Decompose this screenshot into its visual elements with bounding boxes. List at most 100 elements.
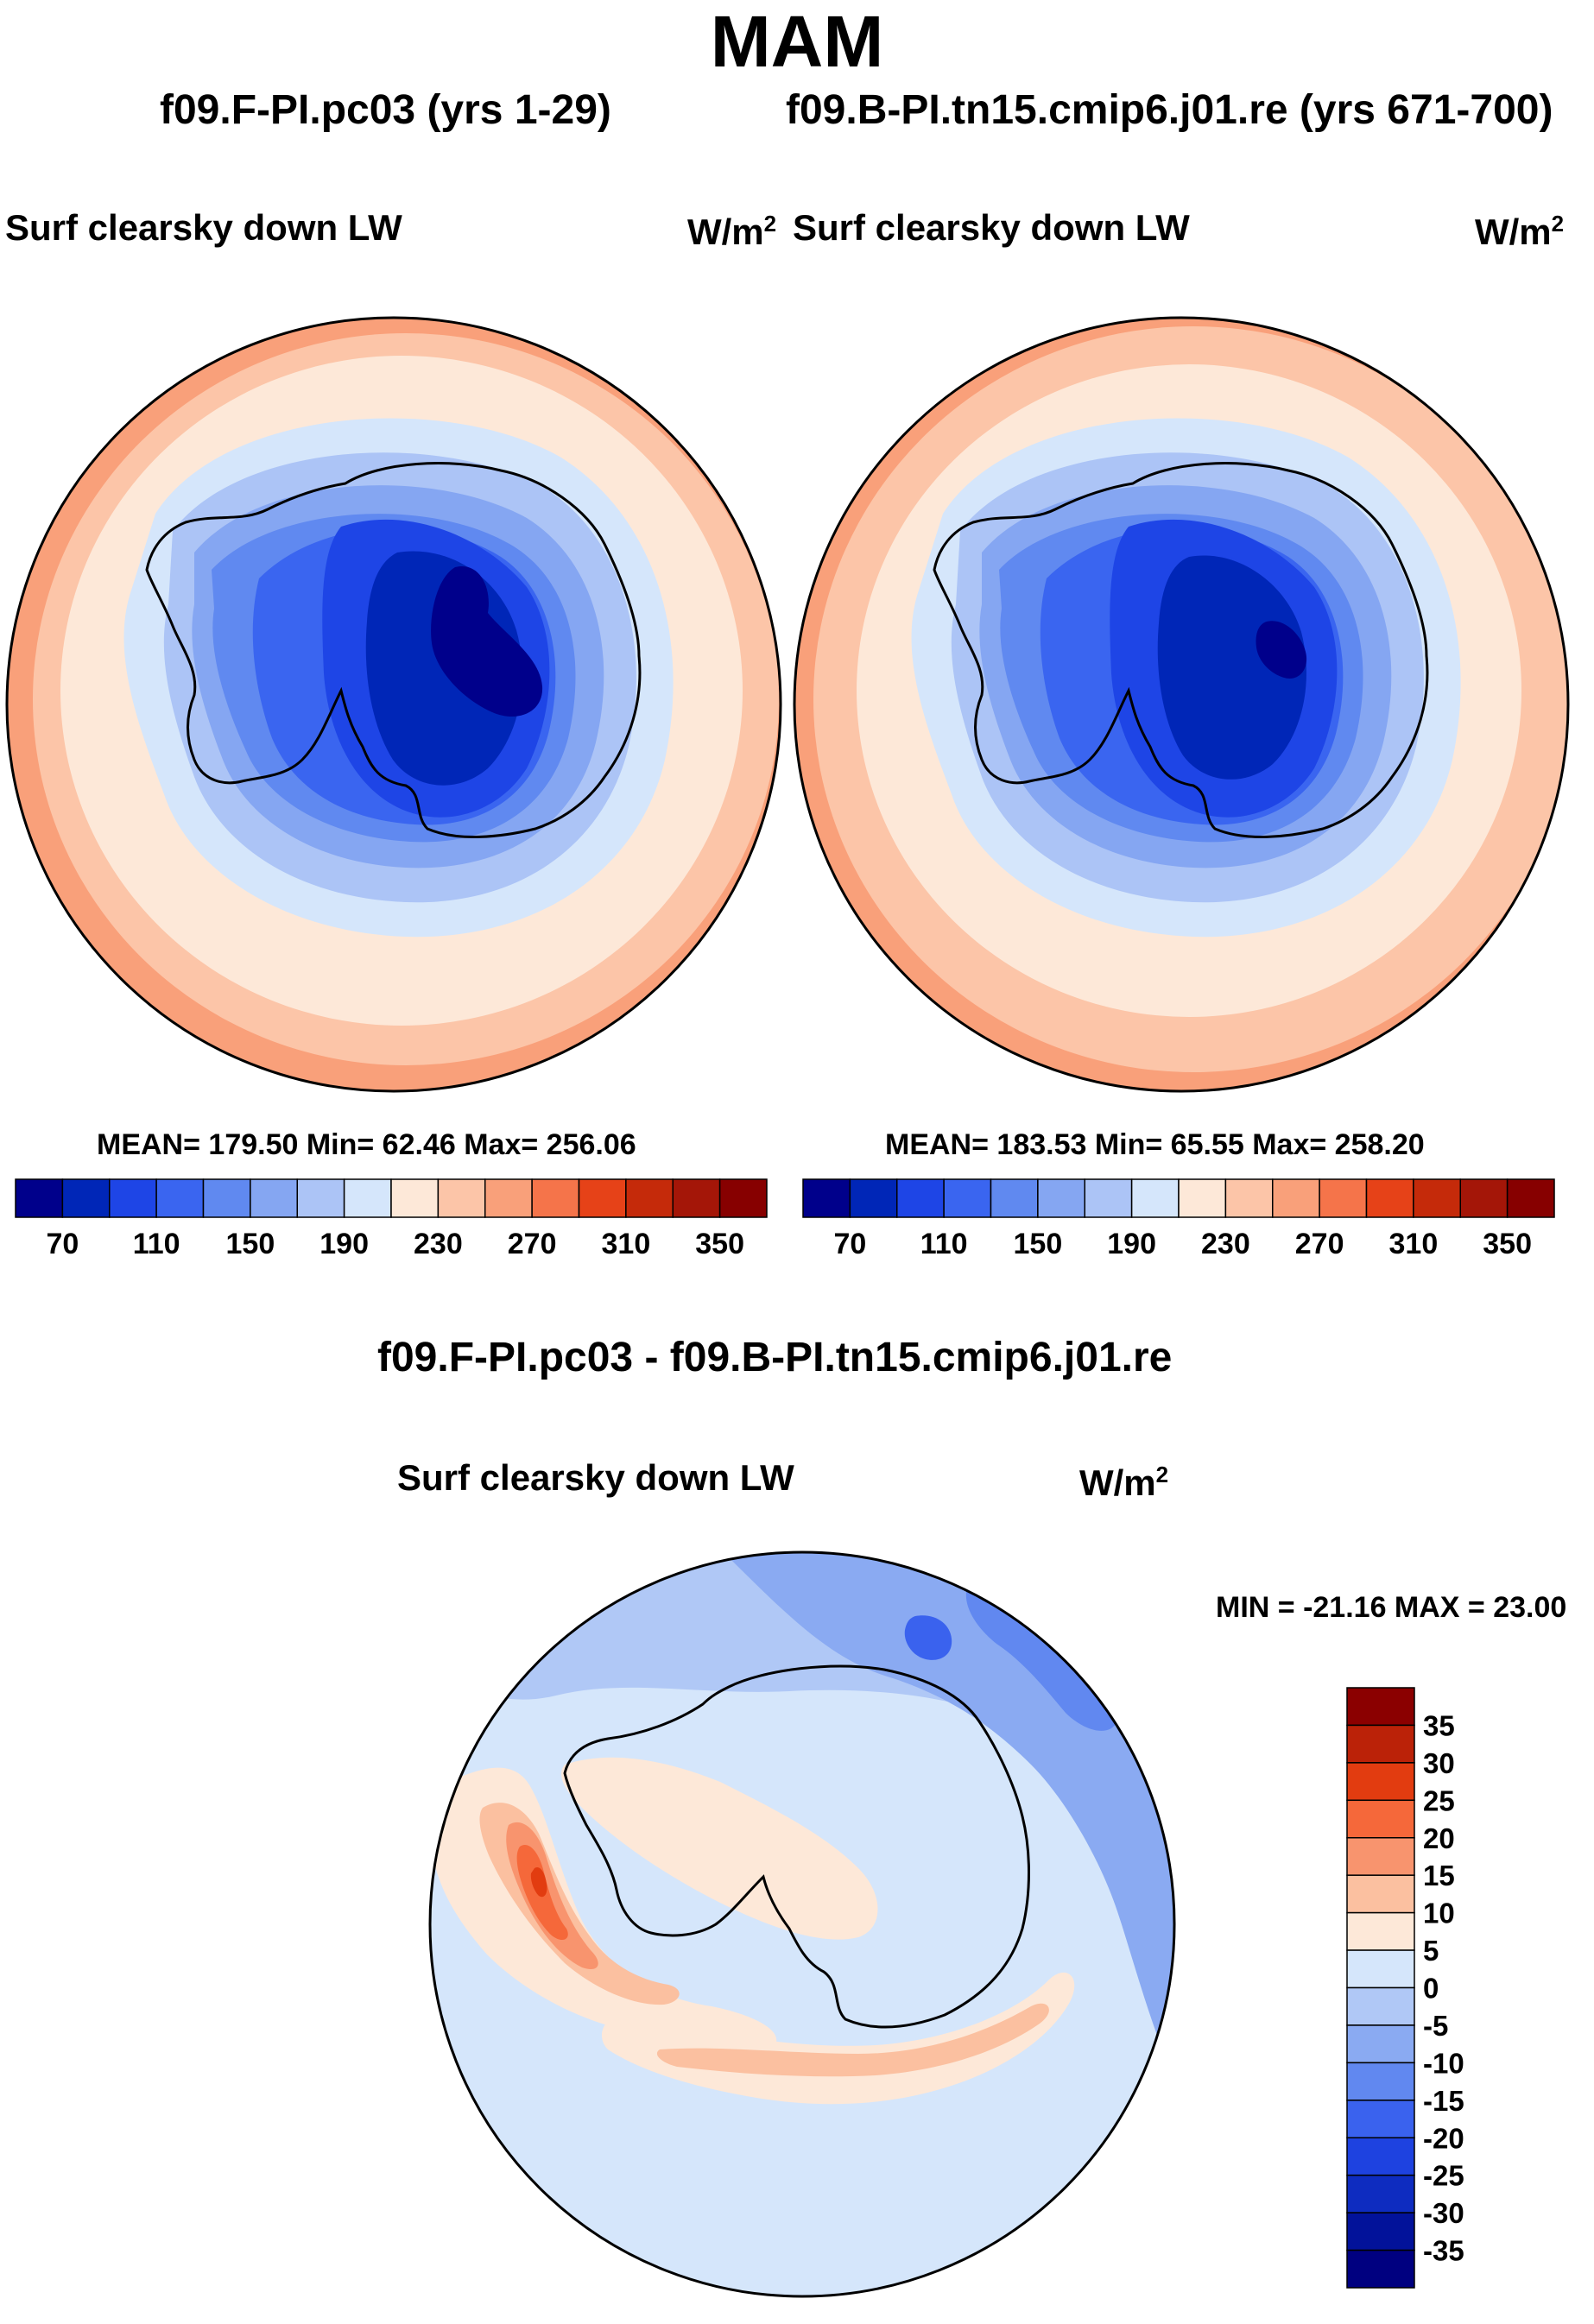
diff-colorbar-swatch-6 <box>1346 1911 1415 1951</box>
diff-colorbar: 35 30 25 20 15 10 5 0 -5 -10 -15 -20 -25 -30 -35 <box>1346 1687 1464 2289</box>
panel2-case-title: f09.B-PI.tn15.cmip6.j01.re (yrs 671-700) <box>786 87 1553 133</box>
panel2-colorbar-swatch-10 <box>1272 1178 1320 1218</box>
panel1-colorbar-swatch-2 <box>109 1178 157 1218</box>
panel1-stats: MEAN= 179.50 Min= 62.46 Max= 256.06 <box>97 1128 636 1161</box>
panel2-colorbar-tick-label: 150 <box>1014 1228 1063 1260</box>
panel1-colorbar-swatch-7 <box>343 1178 392 1218</box>
panel1-colorbar-swatch-1 <box>61 1178 111 1218</box>
panel1-colorbar-swatch-0 <box>15 1178 64 1218</box>
panel1-colorbar: 70 110 150 190 230 270 310 350 <box>15 1178 768 1260</box>
diff-colorbar-swatch-2 <box>1346 1762 1415 1802</box>
diff-colorbar-tick-label: 25 <box>1423 1784 1455 1816</box>
panel2-colorbar-swatch-12 <box>1365 1178 1414 1218</box>
panel1-colorbar-tick-label: 230 <box>414 1228 463 1260</box>
diff-stats: MIN = -21.16 MAX = 23.00 <box>1216 1591 1567 1624</box>
panel1-colorbar-tick-label: 350 <box>695 1228 744 1260</box>
panel1-variable-label: Surf clearsky down LW <box>5 207 402 248</box>
panel1-colorbar-swatch-8 <box>390 1178 440 1218</box>
panel1-colorbar-swatch-4 <box>202 1178 251 1218</box>
diff-colorbar-tick-label: 30 <box>1423 1747 1455 1779</box>
diff-colorbar-tick-label: -30 <box>1423 2197 1464 2229</box>
panel2-colorbar-tick-label: 190 <box>1107 1228 1156 1260</box>
diff-band-0-5-south <box>601 1972 1075 2105</box>
panel1-colorbar-swatch-5 <box>250 1178 298 1218</box>
panel2-colorbar-tick-label: 350 <box>1483 1228 1532 1260</box>
diff-colorbar-tick-label: 0 <box>1423 1973 1439 2005</box>
diff-colorbar-tick-label: -35 <box>1423 2235 1464 2267</box>
diff-colorbar-tick-label: -25 <box>1423 2160 1464 2192</box>
panel2-colorbar-swatch-7 <box>1130 1178 1180 1218</box>
panel1-colorbar-tick-label: 70 <box>46 1228 79 1260</box>
panel2-colorbar-swatch-0 <box>802 1178 851 1218</box>
panel2-colorbar-swatch-4 <box>990 1178 1039 1218</box>
diff-colorbar-swatch-9 <box>1346 2024 1415 2064</box>
diff-colorbar-swatch-13 <box>1346 2174 1415 2213</box>
panel2-map-border <box>793 316 1570 1093</box>
panel2-colorbar-swatch-2 <box>896 1178 945 1218</box>
diff-variable-label: Surf clearsky down LW <box>397 1457 794 1498</box>
diff-colorbar-tick-label: -15 <box>1423 2085 1464 2117</box>
diff-colorbar-tick-label: -5 <box>1423 2010 1448 2042</box>
diff-colorbar-swatch-12 <box>1346 2137 1415 2176</box>
diff-coastline <box>563 1664 1030 2029</box>
panel2-colorbar: 70 110 150 190 230 270 310 350 <box>802 1178 1555 1260</box>
diff-colorbar-tick-label: 20 <box>1423 1822 1455 1854</box>
panel2-variable-label: Surf clearsky down LW <box>793 207 1190 248</box>
panel1-colorbar-swatch-10 <box>484 1178 533 1218</box>
diff-case-title: f09.F-PI.pc03 - f09.B-PI.tn15.cmip6.j01.… <box>377 1335 1173 1380</box>
diff-colorbar-swatch-8 <box>1346 1986 1415 2026</box>
panel1-coastline <box>145 462 642 838</box>
panel1-band-70 <box>431 565 543 717</box>
diff-colorbar-tick-label: 35 <box>1423 1709 1455 1741</box>
panel2-colorbar-swatch-9 <box>1224 1178 1274 1218</box>
panel2-colorbar-swatch-13 <box>1413 1178 1461 1218</box>
diff-colorbar-swatch-3 <box>1346 1799 1415 1839</box>
panel2-colorbar-swatch-14 <box>1459 1178 1509 1218</box>
panel1-colorbar-tick-label: 270 <box>508 1228 557 1260</box>
panel2-band-70 <box>1256 621 1307 679</box>
diff-colorbar-swatch-7 <box>1346 1949 1415 1989</box>
panel2-colorbar-tick-label: 230 <box>1201 1228 1250 1260</box>
diff-units: W/m2 <box>1079 1462 1169 1503</box>
diff-band-5-10-south <box>656 2003 1049 2077</box>
panel1-colorbar-swatch-9 <box>437 1178 486 1218</box>
panel2-colorbar-swatch-3 <box>943 1178 992 1218</box>
diff-colorbar-swatch-15 <box>1346 2249 1415 2289</box>
diff-colorbar-tick-label: 10 <box>1423 1898 1455 1929</box>
diff-colorbar-swatch-14 <box>1346 2212 1415 2251</box>
panel2-colorbar-swatch-6 <box>1084 1178 1133 1218</box>
diff-band-20-25 <box>530 1866 547 1898</box>
panel2-colorbar-swatch-1 <box>849 1178 898 1218</box>
panel2-colorbar-tick-label: 110 <box>920 1228 968 1260</box>
panel1-colorbar-tick-label: 310 <box>602 1228 651 1260</box>
panel2-colorbar-swatch-5 <box>1037 1178 1085 1218</box>
diff-colorbar-tick-label: -10 <box>1423 2047 1464 2079</box>
panel1-colorbar-swatch-15 <box>718 1178 768 1218</box>
diff-colorbar-swatch-10 <box>1346 2062 1415 2101</box>
figure-title: MAM <box>710 1 884 82</box>
diff-colorbar-tick-label: 5 <box>1423 1935 1439 1967</box>
diff-colorbar-swatch-1 <box>1346 1724 1415 1764</box>
panel1-colorbar-swatch-11 <box>531 1178 580 1218</box>
panel1-units: W/m2 <box>687 211 777 252</box>
panel1-colorbar-swatch-3 <box>155 1178 205 1218</box>
panel2-stats: MEAN= 183.53 Min= 65.55 Max= 258.20 <box>885 1128 1425 1161</box>
diff-band-0-5-interior <box>561 1757 878 1940</box>
panel2-colorbar-swatch-11 <box>1319 1178 1368 1218</box>
panel1-colorbar-tick-label: 110 <box>133 1228 180 1260</box>
panel1-colorbar-swatch-13 <box>625 1178 674 1218</box>
diff-band-minus25 <box>904 1615 952 1660</box>
diff-map <box>428 1550 1176 2298</box>
panel2-colorbar-swatch-8 <box>1178 1178 1227 1218</box>
panel1-colorbar-swatch-14 <box>672 1178 721 1218</box>
panel2-colorbar-tick-label: 70 <box>833 1228 866 1260</box>
panel1-colorbar-swatch-12 <box>578 1178 627 1218</box>
diff-colorbar-swatch-5 <box>1346 1874 1415 1914</box>
diff-band-minus20 <box>965 1578 1117 1731</box>
panel2-colorbar-tick-label: 270 <box>1295 1228 1344 1260</box>
panel1-colorbar-tick-label: 190 <box>319 1228 369 1260</box>
panel2-map <box>793 316 1570 1093</box>
diff-colorbar-swatch-11 <box>1346 2100 1415 2138</box>
panel1-colorbar-swatch-6 <box>296 1178 345 1218</box>
panel2-band-90 <box>1157 555 1306 780</box>
